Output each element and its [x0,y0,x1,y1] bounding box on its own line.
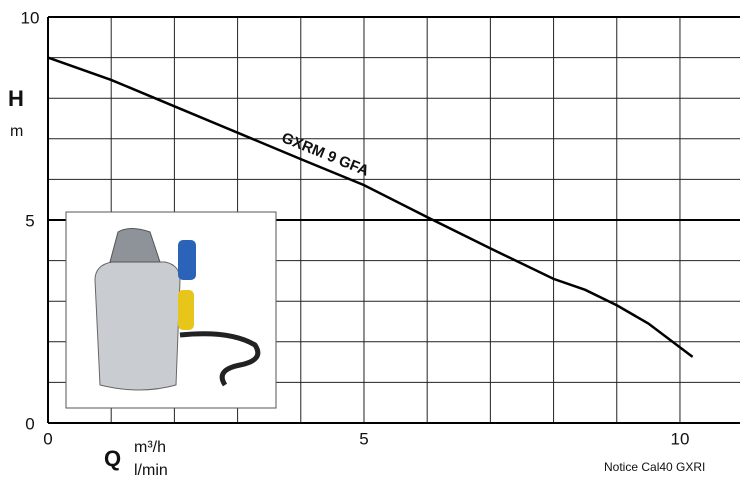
footer: Notice Cal40 GXRI [604,460,705,474]
x-tick-label: 5 [359,429,368,448]
x-tick-label: 10 [671,429,690,448]
y-tick-label: 10 [21,8,40,27]
float-switch [178,240,196,280]
x-axis-label: Q [104,446,121,471]
pump-body [94,261,181,391]
x-axis-unit-alt: l/min [134,462,168,479]
pump-top [109,228,161,263]
x-axis-unit: m³/h [134,439,166,456]
curve [47,56,694,358]
float-switch-2 [178,290,194,330]
y-tick-label: 5 [25,211,34,230]
y-axis-unit: m [10,123,23,140]
y-axis-label: H [8,86,24,111]
y-tick-label: 0 [25,414,34,433]
product-photo [65,211,277,409]
x-tick-label: 0 [43,429,52,448]
cable [179,331,261,387]
